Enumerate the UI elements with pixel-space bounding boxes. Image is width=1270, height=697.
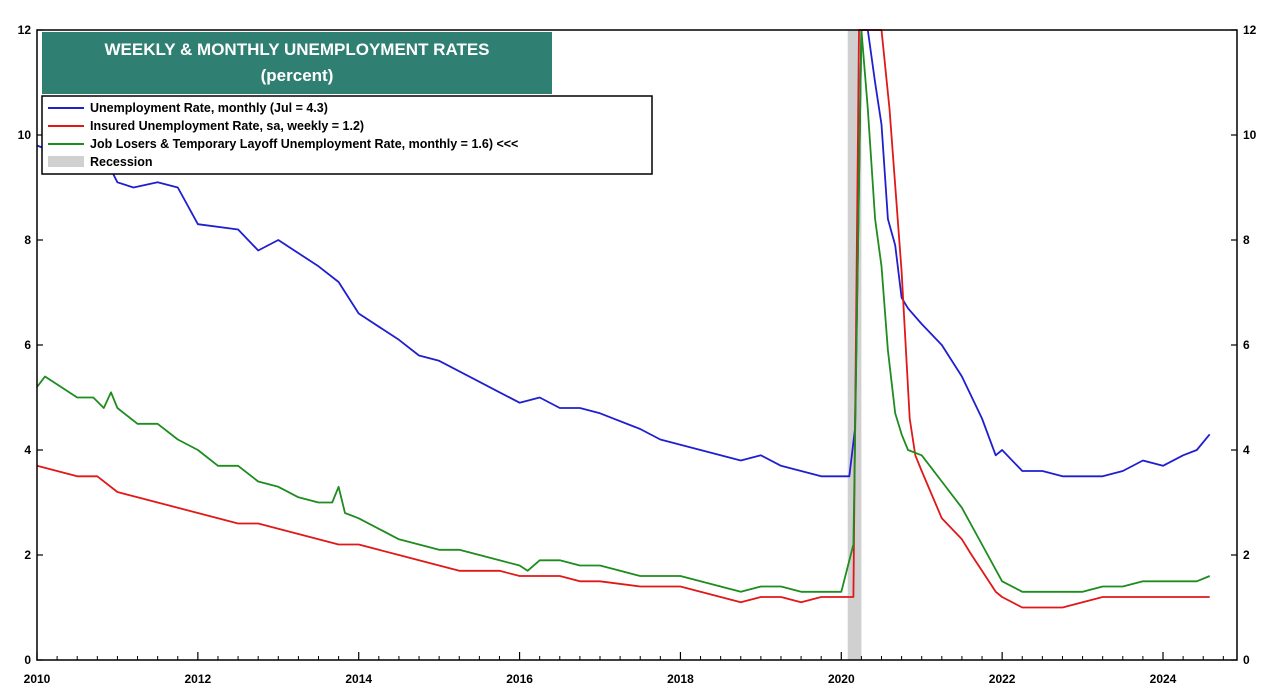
- series-line-2: [36, 29, 1210, 609]
- y-tick-label-left: 4: [24, 443, 31, 457]
- x-tick-label: 2016: [506, 672, 533, 686]
- legend-swatch-recession: [48, 156, 84, 167]
- x-tick-label: 2010: [24, 672, 51, 686]
- x-tick-label: 2020: [828, 672, 855, 686]
- legend-label-3: Job Losers & Temporary Layoff Unemployme…: [90, 137, 518, 151]
- x-tick-label: 2014: [345, 672, 372, 686]
- tick-layer: 0 0 2 2 4 4 6 6 8 8 10 10 12 12 2010 2012 2014 2016 2018 20…: [18, 23, 1257, 686]
- series-layer: [36, 29, 1211, 609]
- y-tick-label-right: 6: [1243, 338, 1250, 352]
- legend-label-4: Recession: [90, 155, 153, 169]
- chart-subtitle: (percent): [261, 66, 334, 85]
- y-tick-label-left: 12: [18, 23, 32, 37]
- x-tick-label: 2012: [185, 672, 212, 686]
- y-tick-label-left: 6: [24, 338, 31, 352]
- y-tick-label-right: 0: [1243, 653, 1250, 667]
- series-line-1: [36, 29, 1211, 478]
- x-tick-label: 2018: [667, 672, 694, 686]
- y-tick-label-left: 8: [24, 233, 31, 247]
- y-tick-label-right: 10: [1243, 128, 1257, 142]
- legend-box: [41, 95, 653, 175]
- legend-label-2: Insured Unemployment Rate, sa, weekly = …: [90, 119, 364, 133]
- chart-title: WEEKLY & MONTHLY UNEMPLOYMENT RATES: [104, 40, 489, 59]
- series-line-3: [36, 29, 1211, 593]
- title-box: [42, 32, 552, 94]
- x-tick-label: 2022: [989, 672, 1016, 686]
- y-tick-label-left: 10: [18, 128, 32, 142]
- x-tick-label: 2024: [1150, 672, 1177, 686]
- y-tick-label-right: 12: [1243, 23, 1257, 37]
- y-tick-label-left: 0: [24, 653, 31, 667]
- legend: Unemployment Rate, monthly (Jul = 4.3) In…: [41, 95, 653, 175]
- y-tick-label-left: 2: [24, 548, 31, 562]
- y-tick-label-right: 4: [1243, 443, 1250, 457]
- legend-label-1: Unemployment Rate, monthly (Jul = 4.3): [90, 101, 328, 115]
- legend-items: Unemployment Rate, monthly (Jul = 4.3) In…: [48, 101, 518, 169]
- y-tick-label-right: 2: [1243, 548, 1250, 562]
- y-tick-label-right: 8: [1243, 233, 1250, 247]
